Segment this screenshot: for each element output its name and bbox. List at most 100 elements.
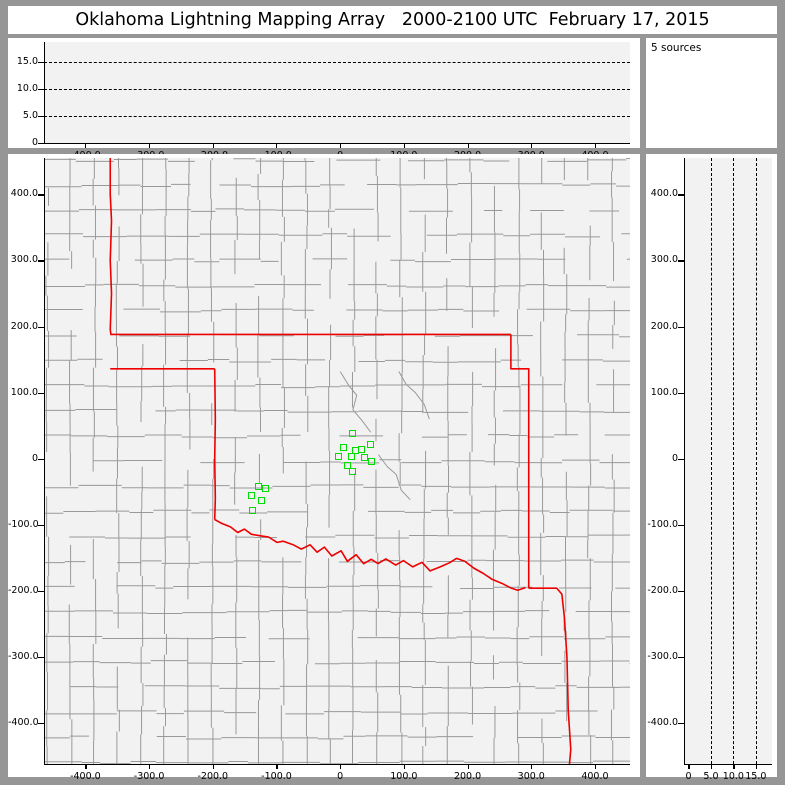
altitude-y-label: 100.0: [650, 386, 678, 398]
altitude-y-axis-line: [684, 158, 686, 764]
time-height-gridline: [44, 88, 630, 90]
altitude-x-label: 5.0: [703, 771, 719, 782]
map-y-axis-line: [44, 158, 46, 764]
altitude-y-label: 0: [671, 452, 678, 464]
map-x-tick: [531, 764, 533, 769]
time-height-gridline: [44, 115, 630, 117]
plan-view-map-panel: 400.0 300.0 200.0 100.0 0 -100.0 -200.0 -300.0 -…: [8, 154, 640, 782]
time-height-plot-area: [44, 42, 630, 143]
altitude-x-label: 10.0: [722, 771, 744, 782]
map-y-label: 200.0: [10, 320, 38, 332]
map-y-label: -200.0: [8, 584, 39, 596]
lightning-source-marker: [258, 496, 266, 504]
map-x-label: 300.0: [517, 771, 545, 782]
map-x-label: -300.0: [133, 771, 165, 782]
river-detail: [339, 371, 372, 433]
lightning-source-marker: [343, 461, 351, 469]
time-height-x-tick: [594, 143, 596, 148]
map-x-tick: [276, 764, 278, 769]
altitude-plot-area: [684, 158, 772, 764]
map-x-tick: [212, 764, 214, 769]
map-x-label: -100.0: [261, 771, 292, 782]
time-height-y-tick: [38, 143, 45, 144]
map-x-label: 400.0: [581, 771, 609, 782]
river-detail: [398, 371, 430, 420]
altitude-x-tick: [733, 764, 735, 769]
state-border-ok-ar: [510, 334, 530, 589]
map-y-label: 0: [31, 452, 38, 464]
time-height-x-tick: [212, 143, 214, 148]
map-y-tick: [38, 524, 45, 526]
map-y-label: 300.0: [10, 254, 38, 266]
altitude-y-tick: [678, 590, 685, 593]
altitude-x-axis-line: [684, 764, 772, 766]
time-height-panel: 15.010.05.00-400.0-300.0-200.0-100.00100…: [8, 38, 640, 161]
map-y-label: -400.0: [8, 717, 39, 729]
map-y-tick: [38, 458, 45, 460]
lightning-source-marker: [367, 440, 375, 448]
time-height-y-label: 10.0: [16, 82, 38, 94]
map-y-tick: [38, 656, 45, 659]
altitude-y-label: -400.0: [647, 717, 678, 729]
map-y-tick: [38, 723, 45, 725]
map-y-tick: [38, 392, 45, 394]
lightning-source-marker: [247, 492, 255, 500]
lightning-source-marker: [339, 443, 347, 451]
time-height-x-tick: [531, 143, 533, 148]
map-x-tick: [85, 764, 87, 769]
lightning-source-marker: [357, 445, 365, 453]
time-height-y-tick: [38, 115, 45, 117]
map-x-label: -400.0: [70, 771, 101, 782]
lightning-source-marker: [347, 452, 355, 460]
altitude-x-label: 15.0: [745, 771, 767, 782]
altitude-x-label: 0: [685, 771, 692, 782]
time-height-y-label: 5.0: [22, 109, 38, 121]
time-height-x-tick: [467, 143, 469, 148]
altitude-gridline: [733, 158, 735, 764]
altitude-y-tick: [678, 194, 685, 196]
altitude-y-tick: [678, 656, 685, 659]
map-x-label: -200.0: [197, 771, 229, 782]
lightning-source-marker: [248, 506, 256, 514]
time-height-x-axis-line: [44, 143, 630, 144]
time-height-x-tick: [340, 143, 342, 148]
lightning-source-marker: [360, 453, 368, 461]
lightning-source-marker: [349, 468, 357, 476]
map-x-tick: [403, 764, 406, 769]
map-x-label: 0: [337, 771, 344, 782]
map-x-tick: [340, 764, 342, 769]
altitude-y-tick: [678, 260, 685, 262]
altitude-y-label: 200.0: [650, 320, 678, 332]
map-x-axis-line: [44, 764, 630, 766]
state-border-nm-co: [109, 158, 113, 335]
map-x-label: 100.0: [390, 771, 418, 782]
altitude-y-tick: [678, 723, 685, 725]
river-detail: [378, 454, 411, 501]
page-title: Oklahoma Lightning Mapping Array 2000-21…: [75, 10, 710, 30]
lightning-source-marker: [335, 453, 343, 461]
time-height-y-tick: [38, 61, 45, 63]
time-height-y-axis-line: [44, 42, 45, 143]
sources-count-panel: 5 sources: [646, 38, 777, 148]
altitude-y-label: -200.0: [647, 584, 678, 596]
lightning-source-marker: [349, 430, 357, 438]
time-height-y-tick: [38, 88, 45, 90]
map-y-label: -300.0: [8, 650, 39, 662]
map-y-label: -100.0: [8, 518, 39, 530]
altitude-gridline: [710, 158, 712, 764]
lightning-source-marker: [367, 458, 375, 466]
time-height-x-tick: [403, 143, 405, 148]
altitude-y-label: 400.0: [650, 188, 678, 200]
altitude-x-tick: [688, 764, 690, 769]
map-y-label: 400.0: [10, 188, 38, 200]
altitude-y-label: -100.0: [647, 518, 678, 530]
altitude-gridline: [755, 158, 757, 764]
altitude-y-label: -300.0: [647, 650, 678, 662]
time-height-x-tick: [149, 143, 151, 148]
time-height-x-tick: [276, 143, 278, 148]
map-y-tick: [38, 590, 45, 593]
time-height-y-label: 0: [31, 137, 38, 148]
map-x-label: 200.0: [453, 771, 482, 782]
lightning-source-marker: [261, 484, 269, 492]
source-count-label: 5 sources: [651, 42, 702, 54]
